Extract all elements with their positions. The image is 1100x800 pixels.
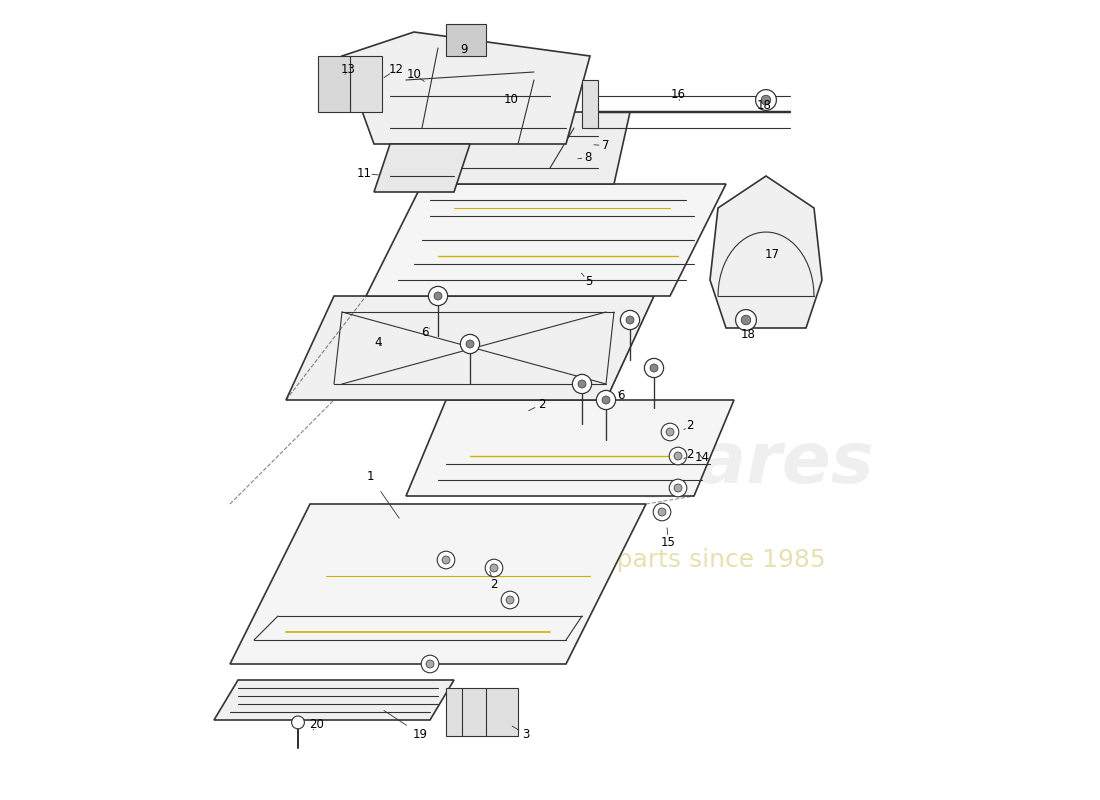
Circle shape [485,559,503,577]
Polygon shape [342,32,590,144]
Text: 14: 14 [694,451,710,464]
Circle shape [602,396,610,404]
Text: 18: 18 [741,328,756,341]
Circle shape [658,508,666,516]
Text: 2: 2 [538,398,546,410]
Polygon shape [446,688,518,736]
Text: 10: 10 [504,93,519,106]
Polygon shape [374,144,470,192]
Text: 8: 8 [585,151,592,164]
Text: 2: 2 [686,448,694,461]
Circle shape [426,660,434,668]
Polygon shape [710,176,822,328]
Text: 5: 5 [585,275,592,288]
Text: 10: 10 [407,68,421,81]
Text: 17: 17 [764,248,780,261]
Circle shape [756,90,777,110]
Circle shape [674,452,682,460]
Circle shape [461,334,480,354]
Circle shape [650,364,658,372]
Text: 6: 6 [617,389,624,402]
Circle shape [506,596,514,604]
Text: 2: 2 [686,419,694,432]
Polygon shape [214,680,454,720]
Circle shape [428,286,448,306]
Circle shape [572,374,592,394]
Polygon shape [446,24,486,56]
Circle shape [434,292,442,300]
Polygon shape [286,296,654,400]
Circle shape [620,310,639,330]
Polygon shape [582,80,598,128]
Text: 13: 13 [341,63,355,76]
Circle shape [761,95,771,105]
Text: 15: 15 [661,536,675,549]
Circle shape [661,423,679,441]
Circle shape [421,655,439,673]
Text: 1: 1 [366,470,374,482]
Polygon shape [390,112,630,184]
Text: 7: 7 [603,139,609,152]
Circle shape [736,310,757,330]
Polygon shape [366,184,726,296]
Circle shape [502,591,519,609]
Circle shape [596,390,616,410]
Circle shape [578,380,586,388]
Polygon shape [406,400,734,496]
Circle shape [741,315,751,325]
Circle shape [669,479,686,497]
Circle shape [442,556,450,564]
Text: 20: 20 [309,718,323,731]
Polygon shape [318,56,350,112]
Circle shape [669,447,686,465]
Circle shape [666,428,674,436]
Text: automotive parts since 1985: automotive parts since 1985 [466,548,826,572]
Polygon shape [230,504,646,664]
Circle shape [674,484,682,492]
Text: eurospares: eurospares [418,430,874,498]
Text: 18: 18 [757,99,772,112]
Text: 16: 16 [671,88,685,101]
Text: 4: 4 [374,336,382,349]
Circle shape [292,716,305,729]
Circle shape [626,316,634,324]
Text: 3: 3 [522,728,530,741]
Text: 6: 6 [421,326,429,338]
Circle shape [645,358,663,378]
Circle shape [437,551,454,569]
Text: 2: 2 [491,578,497,590]
Polygon shape [350,56,382,112]
Text: 19: 19 [412,728,428,741]
Text: 11: 11 [356,167,372,180]
Circle shape [653,503,671,521]
Text: 12: 12 [389,63,404,76]
Circle shape [490,564,498,572]
Text: 9: 9 [460,43,467,56]
Circle shape [466,340,474,348]
